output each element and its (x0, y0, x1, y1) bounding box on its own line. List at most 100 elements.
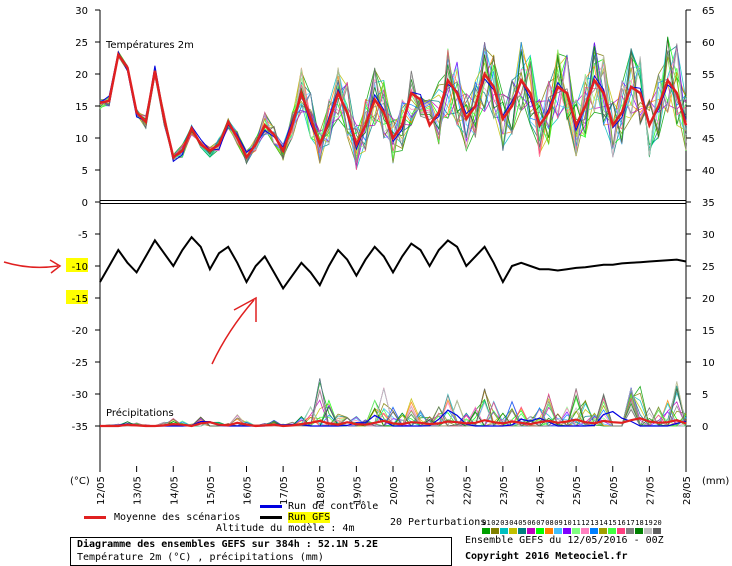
y-tick-label-right: 0 (702, 422, 708, 433)
altitude-label: Altitude du modèle : 4m (216, 523, 355, 534)
mean-label: Moyenne des scénarios (114, 512, 241, 523)
control-swatch (260, 504, 282, 508)
perturbation-swatch (653, 528, 661, 534)
mean-temp-line (99, 51, 688, 160)
x-tick-label: 21/05 (426, 476, 437, 505)
perturbation-13-temp-line (99, 41, 687, 164)
y-tick-label: -30 (72, 390, 88, 401)
x-tick-label: 22/05 (462, 476, 473, 505)
x-tick-label: 27/05 (645, 476, 656, 505)
diagram-title: Diagramme des ensembles GEFS sur 384h : … (77, 539, 379, 550)
left-arrow-head (49, 259, 62, 274)
x-tick-label: 19/05 (352, 476, 363, 505)
perturbation-number: 02 (491, 519, 500, 527)
perturbation-swatch (545, 528, 553, 534)
y-tick-label-right: 50 (702, 102, 715, 113)
perturbation-swatch (563, 528, 571, 534)
perturbation-20-precip-line (99, 378, 687, 427)
perturbation-number: 15 (608, 519, 617, 527)
legend-gfs: Run GFS (260, 512, 331, 523)
x-tick-label: 23/05 (499, 476, 510, 505)
x-tick-label: 16/05 (243, 476, 254, 505)
x-tick-label: 13/05 (133, 476, 144, 505)
x-tick-label: 14/05 (169, 476, 180, 505)
perturbation-numbers: 0102030405060708091011121314151617181920 (482, 519, 662, 527)
perturbation-number: 20 (653, 519, 662, 527)
info-box: Diagramme des ensembles GEFS sur 384h : … (70, 537, 452, 566)
perturbation-swatch (599, 528, 607, 534)
legend-control: Run de contrôle (260, 501, 378, 512)
gfs-label: Run GFS (288, 512, 331, 523)
perturbation-swatch (491, 528, 499, 534)
perturbation-swatch (527, 528, 535, 534)
legend-mean: Moyenne des scénarios (84, 512, 240, 523)
perturbation-swatches (482, 527, 662, 535)
x-tick-label: 28/05 (682, 476, 693, 505)
perturbation-swatch (518, 528, 526, 534)
left-arrow-shaft (3, 261, 59, 269)
perturbation-04-temp-line (99, 41, 687, 164)
chart-title: Températures 2m (105, 39, 194, 51)
control-label: Run de contrôle (288, 501, 379, 512)
perturbation-number: 11 (572, 519, 581, 527)
x-tick-label: 12/05 (96, 476, 107, 505)
highlight-0 (66, 258, 88, 272)
y-tick-label: 15 (75, 102, 88, 113)
y-tick-label: 10 (75, 134, 88, 145)
y-right-unit: (mm) (702, 476, 729, 487)
y-tick-label: 30 (75, 6, 88, 17)
perturbation-number: 19 (644, 519, 653, 527)
perturbation-number: 13 (590, 519, 599, 527)
y-tick-label-right: 45 (702, 134, 715, 145)
y-tick-label-right: 25 (702, 262, 715, 273)
mean-precip-line (100, 417, 687, 428)
perturbation-number: 17 (626, 519, 635, 527)
perturbation-swatch (482, 528, 490, 534)
precip-label: Précipitations (106, 407, 174, 419)
perturbation-number: 08 (545, 519, 554, 527)
highlight-1 (66, 290, 88, 304)
perturbation-swatch (509, 528, 517, 534)
y-tick-label: 0 (82, 198, 88, 209)
y-tick-label: -35 (72, 422, 88, 433)
perturbation-swatch (572, 528, 580, 534)
y-tick-label: -15 (72, 294, 88, 305)
y-tick-label-right: 20 (702, 294, 715, 305)
perturbation-number: 03 (500, 519, 509, 527)
perturbation-number: 06 (527, 519, 536, 527)
x-tick-label: 26/05 (609, 476, 620, 505)
y-tick-label: -5 (78, 230, 88, 241)
perturbation-number: 14 (599, 519, 608, 527)
up-arrow-shaft (211, 299, 255, 365)
gfs-swatch (260, 515, 282, 519)
zero-line (100, 200, 686, 204)
perturbation-number: 05 (518, 519, 527, 527)
perturbation-swatch (581, 528, 589, 534)
perturbation-swatch (644, 528, 652, 534)
control-precip-line (99, 409, 687, 427)
y-tick-label-right: 55 (702, 70, 715, 81)
arrow-layer (3, 259, 257, 365)
x-tick-label: 25/05 (572, 476, 583, 505)
perturbation-number: 16 (617, 519, 626, 527)
perturbation-swatch (635, 528, 643, 534)
x-tick-label: 18/05 (316, 476, 327, 505)
y-tick-label: 20 (75, 70, 88, 81)
y-tick-label-right: 60 (702, 38, 715, 49)
x-tick-label: 24/05 (536, 476, 547, 505)
perturbation-number: 18 (635, 519, 644, 527)
y-tick-label: 25 (75, 38, 88, 49)
perturbation-swatch (626, 528, 634, 534)
y-left-unit: (°C) (70, 476, 90, 487)
y-tick-label-right: 10 (702, 358, 715, 369)
y-tick-label-right: 40 (702, 166, 715, 177)
perturbation-number: 12 (581, 519, 590, 527)
perturbations-label: 20 Perturbations (390, 517, 487, 528)
y-tick-label-right: 15 (702, 326, 715, 337)
perturbation-swatch (617, 528, 625, 534)
perturbation-swatch (590, 528, 598, 534)
perturbation-number: 04 (509, 519, 518, 527)
x-ticks: 12/05 13/05 14/05 15/05 16/05 17/05 18/05 19/05… (96, 466, 693, 505)
